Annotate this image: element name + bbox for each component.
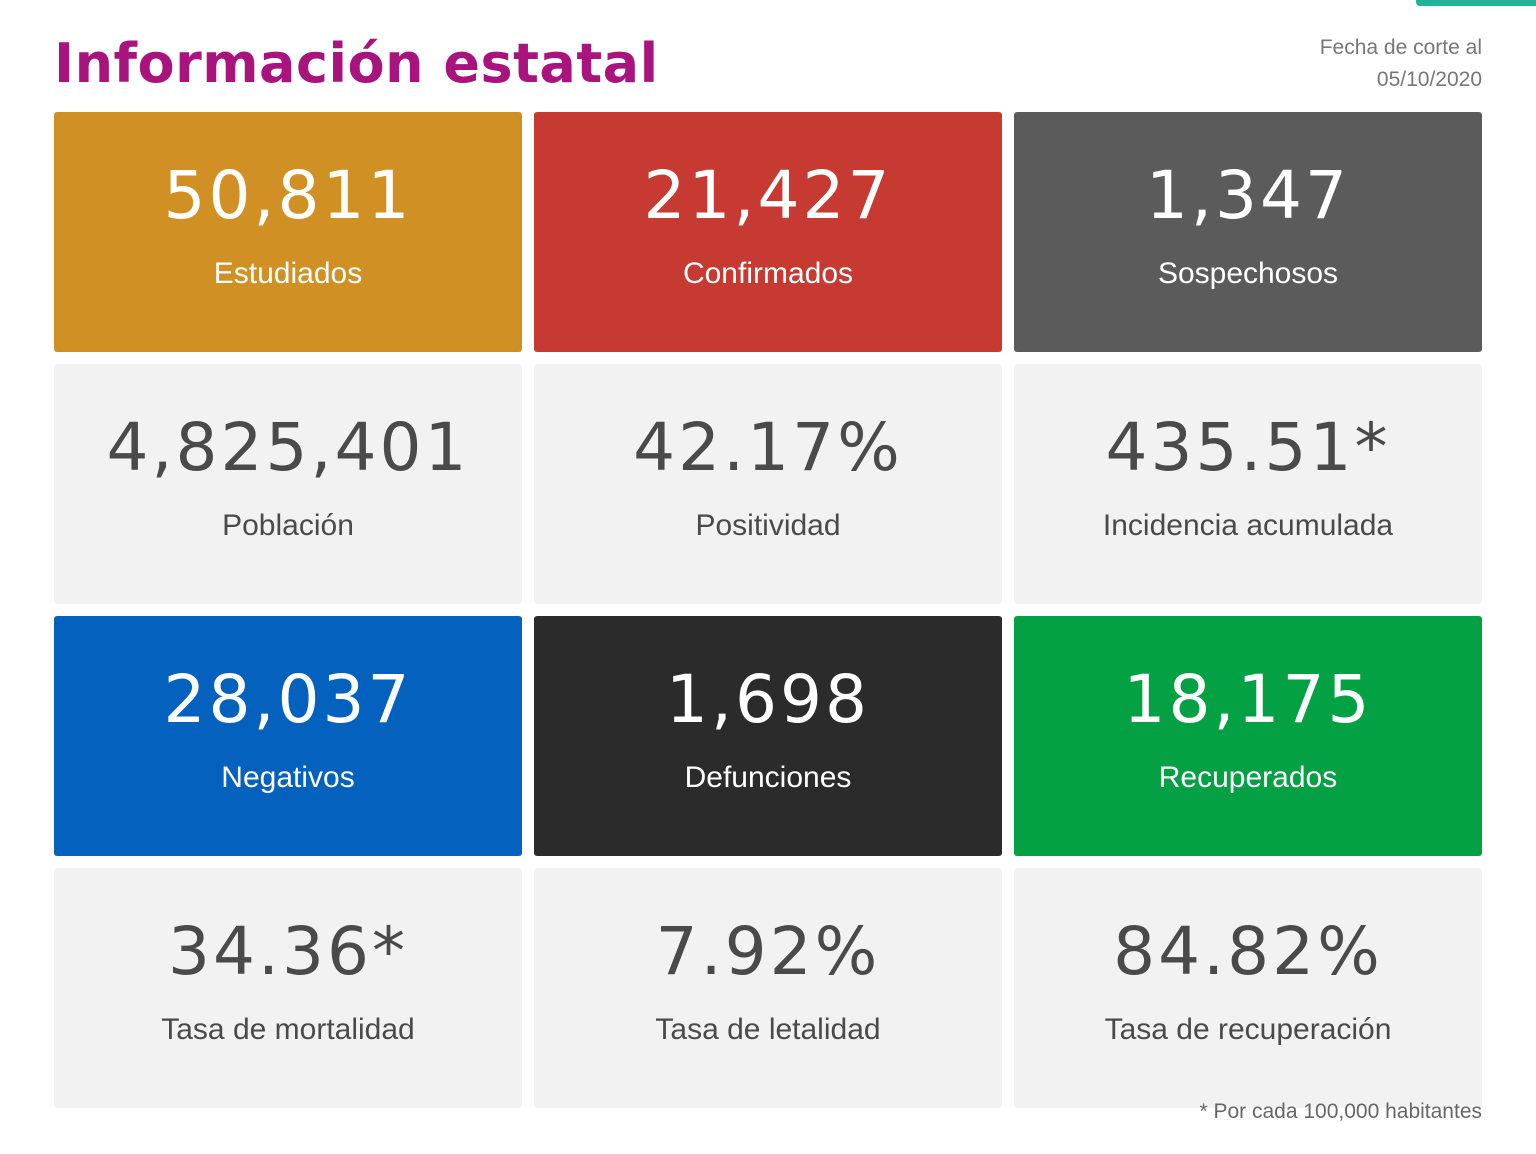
recuperacion-value: 84.82% — [1113, 913, 1383, 990]
tile-positividad: 42.17% Positividad — [534, 364, 1002, 604]
letalidad-label: Tasa de letalidad — [655, 1013, 881, 1046]
poblacion-label: Población — [222, 509, 354, 542]
incidencia-label: Incidencia acumulada — [1102, 509, 1394, 542]
tile-sospechosos: 1,347 Sospechosos — [1014, 112, 1482, 352]
cutoff-value: 05/10/2020 — [1376, 68, 1482, 91]
recuperados-label: Recuperados — [1158, 761, 1338, 794]
recuperados-value: 18,175 — [1123, 661, 1373, 738]
tile-estudiados: 50,811 Estudiados — [54, 112, 522, 352]
negativos-label: Negativos — [221, 761, 355, 794]
tile-confirmados: 21,427 Confirmados — [534, 112, 1002, 352]
sospechosos-label: Sospechosos — [1157, 257, 1339, 290]
stats-grid: 50,811 Estudiados 21,427 Confirmados 1,3… — [54, 112, 1482, 1108]
cutoff-date: Fecha de corte al 05/10/2020 — [1320, 32, 1482, 96]
positividad-value: 42.17% — [633, 409, 903, 486]
letalidad-value: 7.92% — [655, 913, 881, 990]
confirmados-label: Confirmados — [682, 257, 854, 290]
tile-recuperados: 18,175 Recuperados — [1014, 616, 1482, 856]
defunciones-value: 1,698 — [666, 661, 870, 738]
estudiados-value: 50,811 — [163, 157, 413, 234]
negativos-value: 28,037 — [163, 661, 413, 738]
top-accent-bar — [1416, 0, 1536, 6]
tile-mortalidad: 34.36* Tasa de mortalidad — [54, 868, 522, 1108]
sospechosos-value: 1,347 — [1146, 157, 1350, 234]
tile-incidencia: 435.51* Incidencia acumulada — [1014, 364, 1482, 604]
poblacion-value: 4,825,401 — [106, 409, 470, 486]
defunciones-label: Defunciones — [684, 761, 852, 794]
tile-poblacion: 4,825,401 Población — [54, 364, 522, 604]
cutoff-label: Fecha de corte al — [1319, 36, 1482, 59]
incidencia-value: 435.51* — [1105, 409, 1391, 486]
confirmados-value: 21,427 — [643, 157, 893, 234]
tile-recuperacion: 84.82% Tasa de recuperación — [1014, 868, 1482, 1108]
tile-defunciones: 1,698 Defunciones — [534, 616, 1002, 856]
footnote: * Por cada 100,000 habitantes — [1199, 1100, 1482, 1123]
estudiados-label: Estudiados — [213, 257, 363, 290]
mortalidad-label: Tasa de mortalidad — [161, 1013, 415, 1046]
tile-negativos: 28,037 Negativos — [54, 616, 522, 856]
positividad-label: Positividad — [695, 509, 841, 542]
recuperacion-label: Tasa de recuperación — [1104, 1013, 1392, 1046]
page-title: Información estatal — [54, 32, 659, 95]
tile-letalidad: 7.92% Tasa de letalidad — [534, 868, 1002, 1108]
mortalidad-value: 34.36* — [168, 913, 408, 990]
